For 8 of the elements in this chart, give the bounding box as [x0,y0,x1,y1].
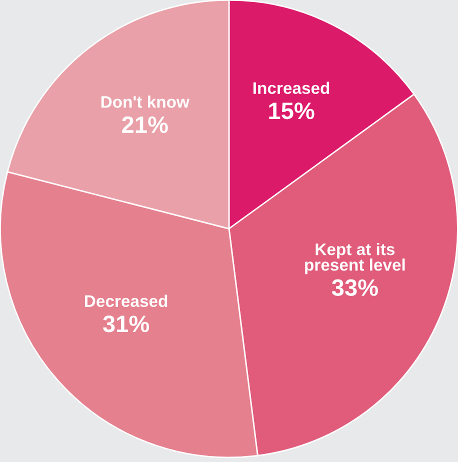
data-label: 15% [269,102,314,120]
slice-label: Kept at its present level [305,242,405,274]
data-label: 33% [332,279,378,296]
slice-label: Increased [254,82,330,94]
slice-label: Don't know [101,96,190,108]
data-label: 31% [102,316,150,332]
data-label: 21% [122,116,168,134]
slice-label: Decreased [85,294,168,308]
